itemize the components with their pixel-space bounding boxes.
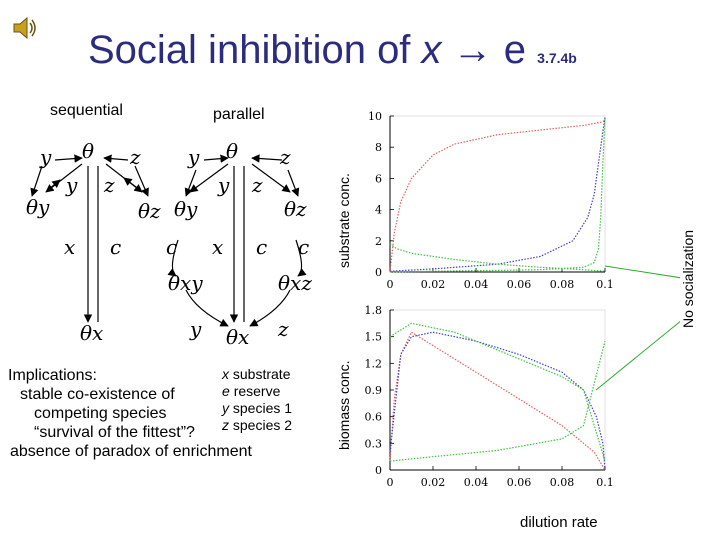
node-z: z bbox=[103, 173, 115, 197]
node-theta-z: θz bbox=[138, 199, 161, 223]
node-theta: θ bbox=[82, 139, 94, 163]
parallel-diagram bbox=[167, 154, 307, 327]
node-z: z bbox=[279, 145, 291, 169]
legend-item: x substrate bbox=[222, 366, 291, 382]
no-socialization-label: No socialization bbox=[680, 229, 696, 328]
speaker-icon[interactable] bbox=[12, 16, 38, 40]
x-tick-label: 0.1 bbox=[596, 278, 614, 291]
implications-block: Implications: stable co-existence of com… bbox=[8, 366, 308, 461]
node-x: x bbox=[212, 235, 223, 259]
x-tick-label: 0.1 bbox=[596, 476, 614, 489]
node-x: x bbox=[64, 235, 75, 259]
node-theta-x: θx bbox=[226, 325, 249, 349]
series-line-blue bbox=[389, 117, 606, 272]
node-theta-x: θx bbox=[80, 321, 103, 345]
y-tick-label: 10 bbox=[368, 110, 382, 123]
pointer-line bbox=[595, 320, 680, 391]
sequential-diagram-labels: y θ z y z θy θz x c θx bbox=[26, 139, 161, 345]
implication-item: stable co-existence of bbox=[20, 386, 175, 403]
node-z: z bbox=[129, 145, 141, 169]
series-line-green bbox=[389, 243, 606, 272]
node-theta-y: θy bbox=[174, 197, 198, 221]
node-z: z bbox=[277, 317, 289, 341]
section-number: 3.7.4b bbox=[537, 50, 577, 66]
node-y: y bbox=[217, 173, 230, 197]
x-tick-label: 0.04 bbox=[464, 476, 489, 489]
parallel-diagram-labels: y θ z y z θy θz c x c c θxy θxz y θx z bbox=[166, 139, 312, 349]
legend-item: e reserve bbox=[222, 383, 281, 399]
y-tick-label: 1.5 bbox=[365, 331, 383, 344]
series-line-green bbox=[389, 119, 606, 273]
y-tick-label: 2 bbox=[375, 235, 382, 248]
y-tick-label: 4 bbox=[375, 204, 382, 217]
parallel-label: parallel bbox=[213, 106, 265, 123]
series-line-blue bbox=[389, 331, 606, 471]
y-tick-label: 0.6 bbox=[365, 411, 383, 424]
series-line-red bbox=[389, 331, 606, 471]
implications-heading: Implications: bbox=[8, 367, 97, 384]
node-theta-xy: θxy bbox=[168, 271, 203, 295]
series-line-green bbox=[389, 340, 606, 462]
title-text: Social inhibition of bbox=[88, 28, 422, 72]
network-diagram: y θ z y z θy θz x c θx y θ z y z θy θz c… bbox=[26, 139, 312, 349]
implication-item: “survival of the fittest”? bbox=[34, 424, 195, 441]
node-y: y bbox=[39, 145, 52, 169]
title-var-e: e bbox=[503, 28, 527, 72]
page-title: Social inhibition of x → e 3.7.4b bbox=[88, 28, 577, 73]
x-tick-label: 0 bbox=[387, 278, 394, 291]
x-tick-label: 0.06 bbox=[507, 476, 532, 489]
sequential-diagram bbox=[30, 154, 149, 323]
y-tick-label: 8 bbox=[375, 141, 382, 154]
x-tick-label: 0.02 bbox=[421, 476, 446, 489]
node-theta-z: θz bbox=[284, 197, 307, 221]
node-theta-xz: θxz bbox=[278, 271, 312, 295]
node-y: y bbox=[187, 145, 200, 169]
pointer-line bbox=[604, 265, 680, 279]
y-tick-label: 0.3 bbox=[365, 437, 383, 450]
y-tick-label: 1.2 bbox=[365, 357, 383, 370]
y-tick-label: 0.9 bbox=[365, 384, 383, 397]
sequential-label: sequential bbox=[50, 102, 123, 119]
node-c: c bbox=[110, 235, 121, 259]
series-line-red bbox=[389, 120, 606, 273]
y-tick-label: 0 bbox=[375, 464, 382, 477]
legend-item: z species 2 bbox=[222, 417, 293, 433]
node-y: y bbox=[65, 173, 78, 197]
implication-item: absence of paradox of enrichment bbox=[10, 443, 252, 460]
node-z: z bbox=[251, 173, 263, 197]
x-tick-label: 0.04 bbox=[464, 278, 489, 291]
implication-item: competing species bbox=[34, 405, 167, 422]
node-c: c bbox=[166, 235, 177, 259]
series-line-green bbox=[389, 322, 606, 462]
x-tick-label: 0.06 bbox=[507, 278, 532, 291]
x-tick-label: 0.02 bbox=[421, 278, 446, 291]
x-tick-label: 0.08 bbox=[550, 278, 575, 291]
y-tick-label: 1.8 bbox=[365, 304, 383, 317]
title-var-x: x bbox=[421, 28, 442, 72]
y-tick-label: 6 bbox=[375, 172, 382, 185]
variable-legend: x substrate e reserve y species 1 z spec… bbox=[222, 366, 292, 434]
plot-frame bbox=[389, 115, 606, 273]
title-arrow: → bbox=[441, 28, 504, 72]
node-theta-y: θy bbox=[26, 195, 50, 219]
node-y: y bbox=[189, 317, 202, 341]
charts-area: 0 0.02 0.04 0.06 0.08 0.1 0 2 4 6 8 10 0 0.02 0.04 0.06… bbox=[365, 110, 680, 489]
y-tick-label: 0 bbox=[375, 266, 382, 279]
node-theta: θ bbox=[226, 139, 238, 163]
x-tick-label: 0 bbox=[387, 476, 394, 489]
x-axis-label: dilution rate bbox=[520, 514, 598, 531]
node-c: c bbox=[298, 235, 309, 259]
node-c: c bbox=[256, 235, 267, 259]
x-tick-label: 0.08 bbox=[550, 476, 575, 489]
legend-item: y species 1 bbox=[222, 400, 293, 416]
